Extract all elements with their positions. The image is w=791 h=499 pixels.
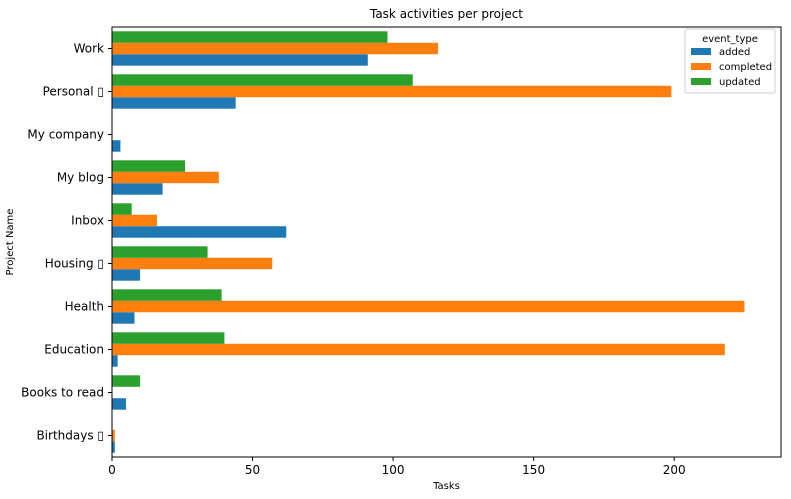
bar-added-8 [112,398,127,410]
y-tick-label: Birthdays ▯ [36,429,104,443]
bar-completed-5 [112,257,273,270]
x-tick-label: 50 [245,463,260,477]
bar-updated-0 [112,31,388,43]
legend-label-completed: completed [719,62,772,73]
bar-completed-1 [112,85,672,98]
x-axis-ticks: 0 50 100 150 200 [108,457,686,477]
y-tick-label: Books to read [21,386,104,400]
y-tick-label: Inbox [71,214,104,228]
bar-added-6 [112,312,135,324]
bar-updated-4 [112,203,132,215]
x-tick-label: 200 [663,463,686,477]
legend: event_type added completed updated [684,28,776,94]
bar-added-1 [112,97,236,109]
x-axis-label: Tasks [432,481,460,492]
bar-added-5 [112,269,141,281]
bar-completed-7 [112,343,725,356]
legend-swatch-updated [691,78,711,85]
y-tick-label: Personal ▯ [43,85,104,99]
plot-frame [111,26,782,458]
bar-completed-6 [112,300,745,313]
legend-swatch-added [691,48,711,55]
bar-added-3 [112,183,163,195]
bar-added-7 [112,355,118,367]
bar-completed-9 [112,429,115,442]
bar-completed-3 [112,171,219,184]
plot-bars [112,31,745,453]
y-tick-label: My blog [57,171,104,185]
bar-updated-7 [112,332,225,344]
y-tick-label: Education [44,343,104,357]
y-tick-label: Housing ▯ [45,257,104,271]
legend-swatch-completed [691,63,711,70]
chart-title: Task activities per project [369,7,523,21]
legend-label-updated: updated [719,77,761,88]
y-tick-label: My company [27,128,104,142]
bar-completed-0 [112,42,439,55]
legend-label-added: added [719,47,750,58]
bar-added-0 [112,54,368,66]
bar-updated-3 [112,160,186,172]
legend-frame [684,28,776,94]
bar-updated-8 [112,375,141,387]
bar-added-2 [112,140,121,152]
x-tick-label: 100 [382,463,405,477]
y-axis-ticks: Work Personal ▯ My company My blog Inbox Hous… [21,42,112,443]
bar-added-9 [112,441,115,453]
bar-updated-1 [112,74,413,86]
x-tick-label: 150 [522,463,545,477]
legend-entries: added completed updated [691,47,772,88]
y-tick-label: Health [65,300,104,314]
legend-title: event_type [702,34,758,45]
bar-updated-5 [112,246,208,258]
x-tick-label: 0 [108,463,116,477]
bar-added-4 [112,226,287,238]
y-tick-label: Work [74,42,104,56]
bar-completed-4 [112,214,157,227]
bar-updated-6 [112,289,222,301]
y-axis-label: Project Name [5,209,16,276]
